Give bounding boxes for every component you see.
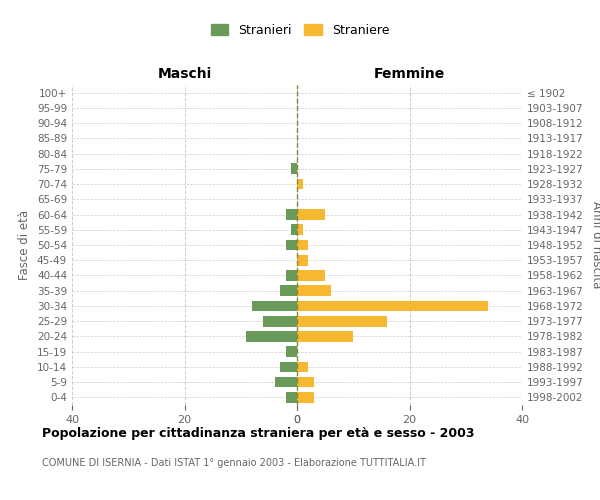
Bar [286, 240, 297, 250]
Bar [297, 224, 302, 235]
Bar [286, 392, 297, 402]
Bar [297, 270, 325, 281]
Title: Femmine: Femmine [374, 67, 445, 81]
Bar [297, 377, 314, 388]
Bar [297, 316, 387, 326]
Bar [292, 224, 297, 235]
Bar [275, 377, 297, 388]
Bar [297, 209, 325, 220]
Bar [280, 286, 297, 296]
Text: Popolazione per cittadinanza straniera per età e sesso - 2003: Popolazione per cittadinanza straniera p… [42, 428, 475, 440]
Title: Maschi: Maschi [157, 67, 212, 81]
Bar [297, 178, 302, 190]
Bar [297, 255, 308, 266]
Bar [286, 346, 297, 357]
Bar [263, 316, 297, 326]
Bar [297, 286, 331, 296]
Y-axis label: Fasce di età: Fasce di età [19, 210, 31, 280]
Bar [286, 209, 297, 220]
Bar [252, 300, 297, 312]
Bar [297, 240, 308, 250]
Bar [247, 331, 297, 342]
Y-axis label: Anni di nascita: Anni di nascita [590, 202, 600, 288]
Bar [292, 164, 297, 174]
Bar [280, 362, 297, 372]
Legend: Stranieri, Straniere: Stranieri, Straniere [206, 18, 394, 42]
Bar [297, 300, 488, 312]
Bar [297, 362, 308, 372]
Bar [286, 270, 297, 281]
Text: COMUNE DI ISERNIA - Dati ISTAT 1° gennaio 2003 - Elaborazione TUTTITALIA.IT: COMUNE DI ISERNIA - Dati ISTAT 1° gennai… [42, 458, 426, 468]
Bar [297, 331, 353, 342]
Bar [297, 392, 314, 402]
